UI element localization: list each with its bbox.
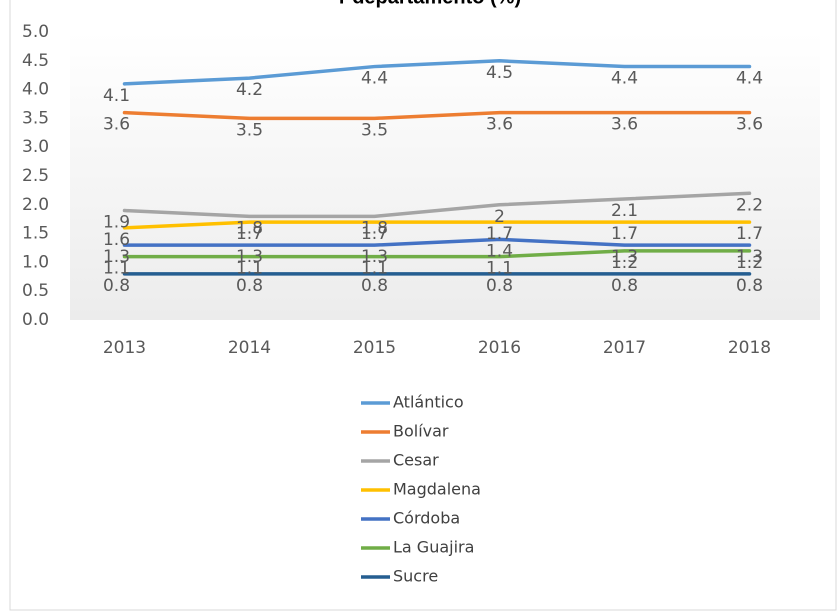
data-label: 2.2 [736, 195, 763, 215]
data-label: 3.5 [236, 120, 263, 140]
data-label: 1.1 [236, 259, 263, 279]
data-label: 1.4 [486, 241, 513, 261]
data-label: 3.6 [103, 115, 130, 135]
y-tick-label: 4.5 [22, 51, 49, 71]
data-label: 4.4 [361, 69, 388, 89]
data-label: 4.2 [236, 80, 263, 100]
data-label: 1.8 [236, 218, 263, 238]
data-label: 0.8 [611, 276, 638, 296]
data-label: 3.6 [736, 115, 763, 135]
x-tick-label: 2016 [478, 338, 521, 358]
data-label: 1.2 [611, 253, 638, 273]
legend-label: Sucre [393, 567, 438, 586]
data-label: 4.1 [103, 86, 130, 106]
data-label: 1.7 [361, 224, 388, 244]
legend-label: Atlántico [393, 393, 464, 412]
y-tick-label: 3.5 [22, 108, 49, 128]
data-label: 2 [494, 207, 505, 227]
data-label: 3.5 [361, 120, 388, 140]
y-tick-label: 3.0 [22, 137, 49, 157]
series-line [122, 110, 752, 121]
data-label: 1.7 [486, 224, 513, 244]
y-tick-label: 2.0 [22, 195, 49, 215]
data-label: 1.7 [236, 224, 263, 244]
data-label: 1.3 [103, 247, 130, 267]
y-tick-label: 4.0 [22, 80, 49, 100]
data-label: 0.8 [236, 276, 263, 296]
data-label: 4.4 [736, 69, 763, 89]
series-line [122, 59, 752, 86]
x-tick-label: 2015 [353, 338, 396, 358]
data-label: 1.7 [736, 224, 763, 244]
data-label: 1.6 [103, 230, 130, 250]
legend-label: Cesar [393, 451, 439, 470]
series-line [122, 249, 752, 259]
data-label: 3.6 [486, 115, 513, 135]
data-label: 4.4 [611, 69, 638, 89]
data-label: 3.6 [611, 115, 638, 135]
y-tick-label: 0.5 [22, 281, 49, 301]
series-line [122, 191, 752, 219]
plot-area [70, 32, 820, 320]
data-label: 1.7 [611, 224, 638, 244]
data-label: 1.2 [736, 253, 763, 273]
y-tick-label: 1.0 [22, 252, 49, 272]
series-line [122, 220, 752, 230]
data-label: 1.1 [486, 259, 513, 279]
legend-label: Bolívar [393, 422, 449, 441]
data-label: 1.3 [611, 247, 638, 267]
data-label: 0.8 [361, 276, 388, 296]
legend-label: Magdalena [393, 480, 481, 499]
legend-label: La Guajira [393, 538, 474, 557]
x-tick-label: 2013 [103, 338, 146, 358]
data-label: 2.1 [611, 201, 638, 221]
x-tick-label: 2017 [603, 338, 646, 358]
data-label: 0.8 [103, 276, 130, 296]
data-label: 1.3 [236, 247, 263, 267]
data-label: 1.1 [361, 259, 388, 279]
x-tick-label: 2014 [228, 338, 271, 358]
data-label: 0.8 [736, 276, 763, 296]
y-tick-label: 2.5 [22, 166, 49, 186]
data-label: 1.3 [361, 247, 388, 267]
data-label: 1.3 [736, 247, 763, 267]
data-label: 1.9 [103, 213, 130, 233]
legend-label: Córdoba [393, 509, 460, 528]
data-label: 0.8 [486, 276, 513, 296]
chart-title: r departamento (%) [339, 0, 521, 8]
data-label: 1.8 [361, 218, 388, 238]
y-tick-label: 5.0 [22, 22, 49, 42]
y-tick-label: 1.5 [22, 224, 49, 244]
data-label: 1.1 [103, 259, 130, 279]
data-label: 4.5 [486, 63, 513, 83]
x-tick-label: 2018 [728, 338, 771, 358]
y-tick-label: 0.0 [22, 310, 49, 330]
series-line [122, 237, 752, 247]
